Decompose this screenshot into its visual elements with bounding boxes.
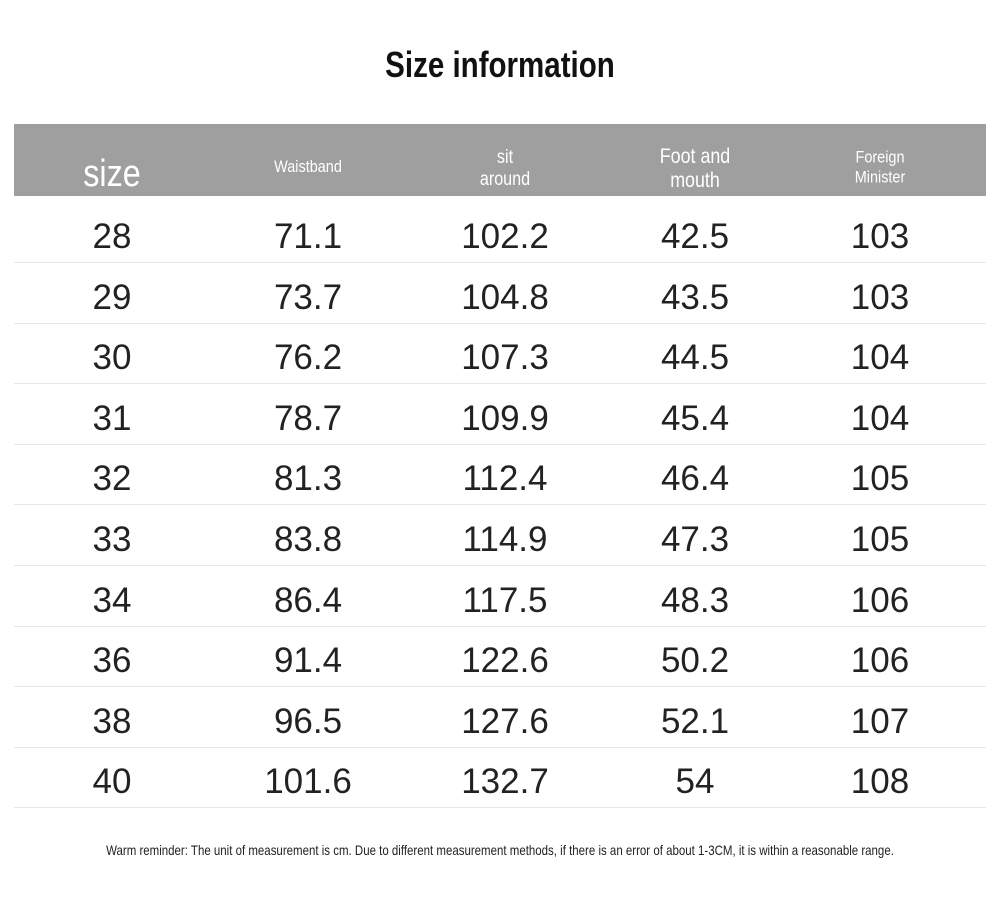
- row-rule: [14, 323, 986, 324]
- table-cell: 104: [850, 338, 910, 378]
- table-cell: 96.5: [273, 701, 343, 741]
- table-cell: 48.3: [660, 580, 730, 620]
- table-cell: 47.3: [660, 520, 730, 559]
- row-rule: [14, 444, 986, 445]
- table-cell: 122.6: [461, 641, 549, 681]
- table-cell: 30: [92, 338, 132, 378]
- row-rule: [14, 807, 986, 808]
- table-cell: 50.2: [660, 641, 730, 681]
- column-header: Foreign Minister: [854, 147, 906, 186]
- table-cell: 33: [92, 520, 132, 559]
- table-cell: 42.5: [660, 217, 730, 256]
- table-cell: 29: [92, 277, 132, 317]
- title: Size information: [385, 44, 615, 85]
- table-cell: 102.2: [461, 217, 549, 256]
- table-cell: 91.4: [273, 641, 343, 681]
- table-cell: 112.4: [462, 459, 548, 499]
- table-cell: 105: [850, 520, 910, 559]
- table-cell: 106: [850, 580, 910, 620]
- table-cell: 31: [92, 398, 132, 438]
- row-rule: [14, 262, 986, 263]
- column-header: size: [83, 153, 141, 196]
- table-cell: 34: [92, 580, 132, 620]
- table-cell: 71.1: [273, 217, 343, 256]
- table-cell: 76.2: [273, 338, 343, 378]
- table-cell: 54: [675, 762, 715, 802]
- row-rule: [14, 504, 986, 505]
- table-cell: 78.7: [273, 398, 343, 438]
- table-cell: 36: [92, 641, 132, 681]
- footnote: Warm reminder: The unit of measurement i…: [106, 842, 894, 858]
- table-cell: 44.5: [660, 338, 730, 378]
- table-cell: 86.4: [273, 580, 343, 620]
- table-cell: 105: [850, 459, 910, 499]
- table-cell: 132.7: [461, 762, 549, 802]
- table-cell: 104.8: [461, 277, 549, 317]
- table-cell: 40: [92, 762, 132, 802]
- table-cell: 109.9: [461, 398, 549, 438]
- table-cell: 103: [850, 277, 910, 317]
- table-cell: 108: [850, 762, 910, 802]
- table-cell: 73.7: [273, 277, 343, 317]
- table-cell: 45.4: [660, 398, 730, 438]
- row-rule: [14, 383, 986, 384]
- table-cell: 52.1: [660, 701, 730, 741]
- table-cell: 43.5: [660, 277, 730, 317]
- table-cell: 106: [850, 641, 910, 681]
- table-cell: 46.4: [660, 459, 730, 499]
- column-header: Waistband: [274, 157, 342, 177]
- row-rule: [14, 565, 986, 566]
- row-rule: [14, 747, 986, 748]
- table-cell: 101.6: [264, 762, 352, 802]
- header-band: [14, 124, 986, 196]
- table-cell: 103: [850, 217, 910, 256]
- column-header: Foot and mouth: [659, 144, 731, 192]
- table-cell: 117.5: [462, 580, 548, 620]
- row-rule: [14, 686, 986, 687]
- table-cell: 127.6: [461, 701, 549, 741]
- table-cell: 32: [92, 459, 132, 499]
- table-cell: 28: [92, 217, 132, 256]
- column-header: sit around: [479, 147, 531, 190]
- row-rule: [14, 626, 986, 627]
- table-cell: 83.8: [273, 520, 343, 559]
- table-cell: 38: [92, 701, 132, 741]
- table-cell: 81.3: [273, 459, 343, 499]
- table-cell: 107: [850, 701, 910, 741]
- table-cell: 104: [850, 398, 910, 438]
- table-cell: 114.9: [462, 520, 548, 559]
- table-cell: 107.3: [461, 338, 549, 378]
